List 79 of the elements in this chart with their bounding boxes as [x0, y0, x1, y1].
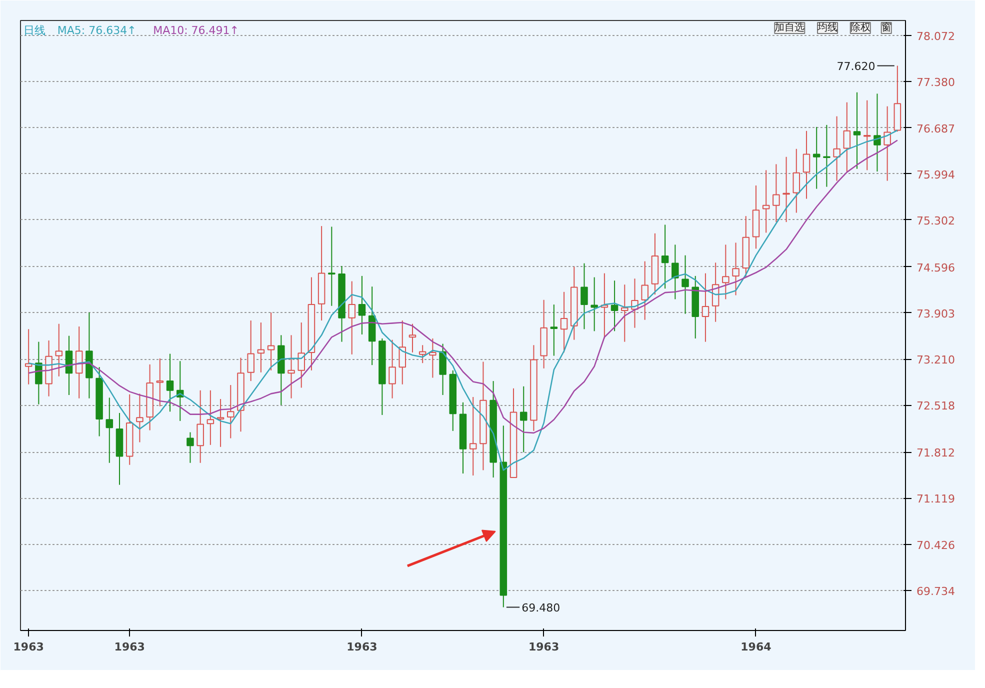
candlestick	[469, 396, 477, 476]
y-tick-label: 75.994	[916, 168, 955, 182]
candlestick	[288, 334, 295, 399]
candlestick	[874, 93, 881, 172]
text: MA10: 76.491↑	[153, 24, 240, 38]
candlestick	[166, 353, 174, 412]
candlestick	[398, 320, 406, 385]
candlestick	[833, 116, 840, 182]
x-tick-label: 1964	[740, 640, 772, 654]
candlestick	[24, 328, 32, 385]
candlestick	[35, 341, 42, 405]
candlestick	[812, 126, 820, 190]
annotation: 除权	[850, 22, 870, 34]
y-tick-label: 73.210	[916, 354, 955, 367]
annotation: 加自选	[774, 22, 805, 34]
x-tick-label: 1963	[13, 640, 44, 654]
candlestick	[772, 164, 780, 223]
candlestick	[782, 156, 790, 223]
candlestick	[55, 323, 63, 377]
candlestick	[702, 272, 710, 342]
text: MA5: 76.634↑	[57, 24, 136, 38]
annotation: 69.480	[522, 602, 560, 615]
candlestick	[843, 102, 851, 172]
candlestick	[156, 358, 164, 407]
candlestick	[732, 242, 740, 296]
candlestick	[672, 244, 679, 300]
candlestick	[106, 397, 114, 464]
annotation: 77.620	[836, 60, 876, 74]
candlestick	[388, 339, 396, 399]
candlestick	[358, 275, 366, 335]
candlestick	[520, 386, 528, 453]
candlestick	[560, 291, 568, 353]
candlestick	[621, 284, 628, 342]
candlestick	[802, 130, 810, 200]
y-tick-label: 73.903	[916, 307, 955, 320]
candlestick	[227, 384, 234, 439]
x-tick-label: 1963	[114, 640, 145, 654]
candlestick	[823, 124, 830, 188]
annotation: 日线	[24, 24, 46, 38]
candlestick	[853, 92, 861, 170]
candlestick	[590, 276, 598, 332]
y-tick-label: 78.072	[916, 30, 955, 44]
candlestick	[186, 432, 194, 464]
candlestick	[580, 262, 588, 330]
candlestick	[196, 390, 204, 464]
candlestick	[429, 338, 436, 378]
y-tick-label: 69.734	[916, 584, 955, 598]
candlestick	[418, 344, 426, 364]
candlestick	[206, 390, 214, 446]
candlestick	[641, 260, 648, 320]
y-tick-label: 77.380	[916, 76, 955, 90]
y-tick-label: 70.426	[916, 538, 955, 552]
candlestick	[661, 224, 669, 290]
candlestick	[298, 322, 305, 388]
candlestick	[247, 320, 254, 382]
y-tick-label: 74.596	[916, 261, 955, 274]
candlestick	[216, 398, 224, 448]
candlestick	[408, 323, 416, 353]
x-tick-label: 1963	[346, 640, 378, 654]
y-tick-label: 75.302	[916, 214, 955, 228]
y-tick-label: 71.812	[916, 446, 955, 460]
candlestick	[136, 393, 144, 443]
y-tick-label: 72.518	[916, 400, 955, 413]
candlestick	[267, 312, 275, 371]
candlestick	[762, 170, 770, 234]
annotation: 窗	[881, 22, 892, 34]
candlestick	[439, 343, 446, 396]
candlestick	[722, 244, 730, 300]
candlestick	[792, 148, 800, 214]
candlestick	[65, 335, 73, 396]
candlestick	[682, 254, 689, 314]
x-tick-label: 1963	[528, 640, 560, 654]
candlestick	[550, 304, 558, 356]
candlestick	[257, 322, 265, 373]
candlestick	[348, 280, 356, 355]
candlestick	[328, 226, 336, 306]
candlestick	[610, 280, 618, 332]
y-tick-label: 76.687	[916, 122, 955, 136]
y-tick-label: 71.119	[916, 492, 955, 506]
